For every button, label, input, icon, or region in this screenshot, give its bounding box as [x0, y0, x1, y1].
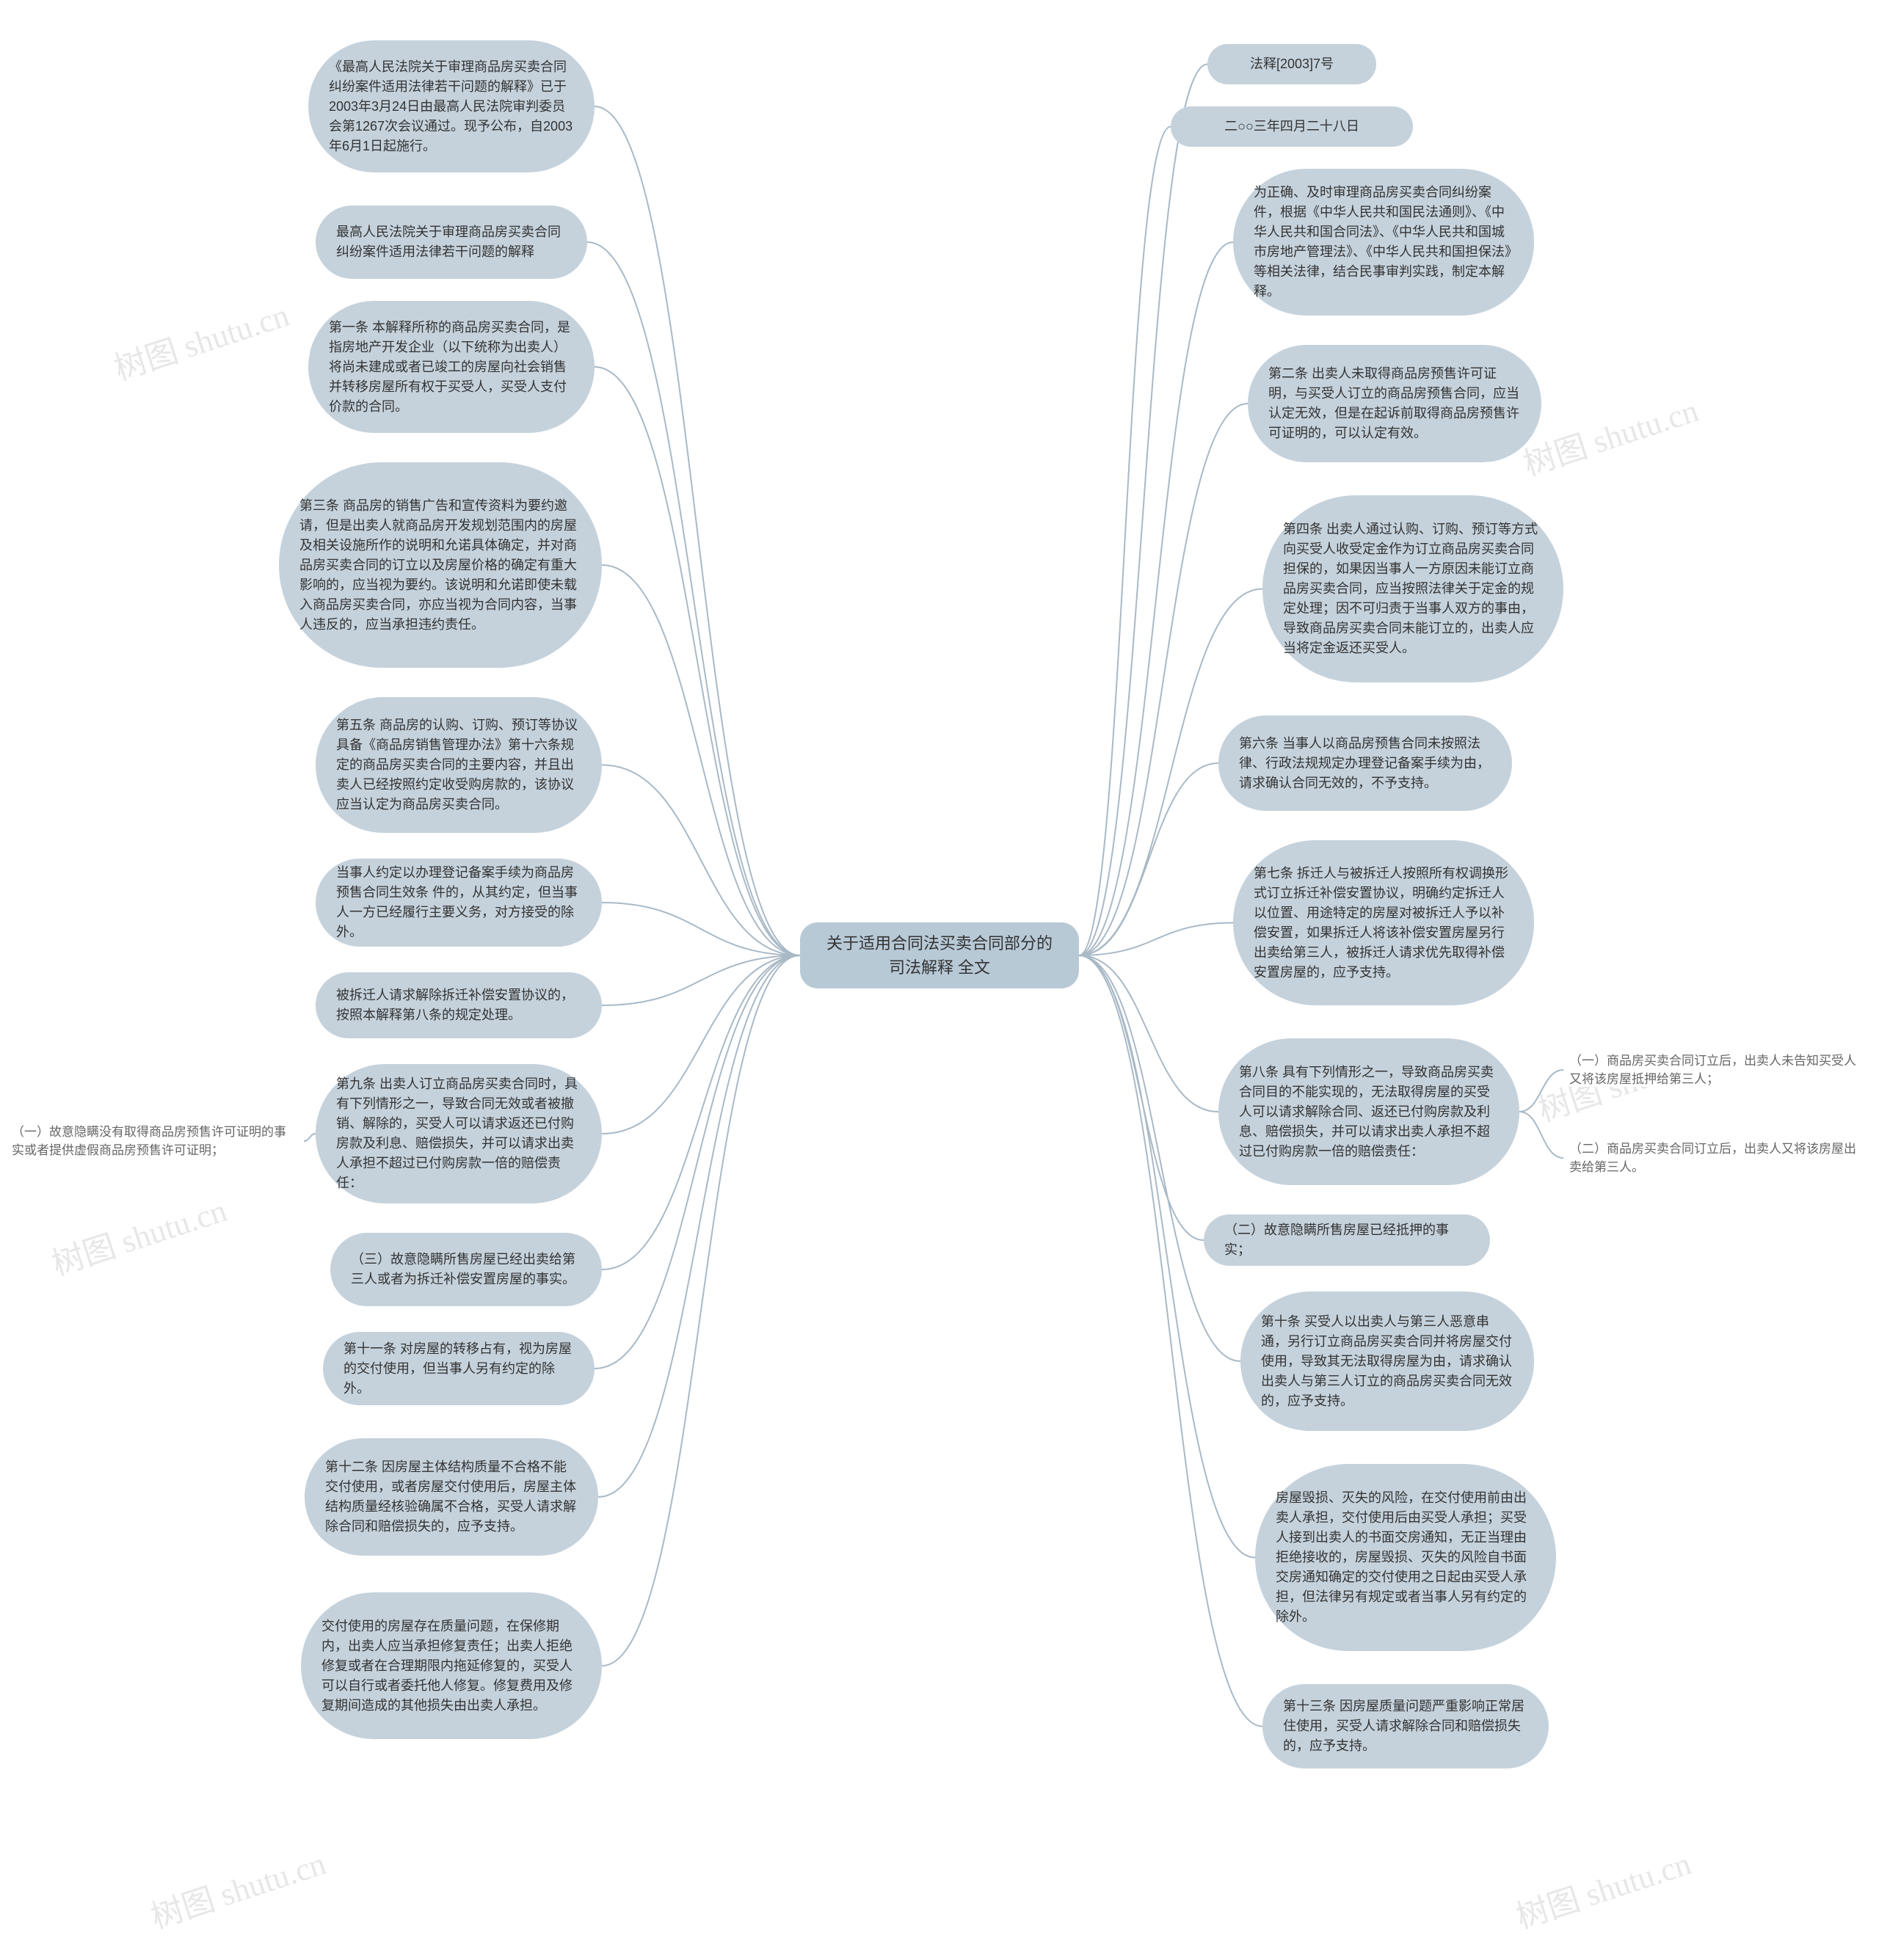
- branch-node: 当事人约定以办理登记备案手续为商品房预售合同生效条 件的，从其约定，但当事人一方…: [316, 859, 602, 947]
- branch-node: 第八条 具有下列情形之一，导致商品房买卖合同目的不能实现的，无法取得房屋的买受人…: [1218, 1038, 1519, 1185]
- center-node: 关于适用合同法买卖合同部分的司法解释 全文: [800, 922, 1079, 988]
- watermark: 树图 shutu.cn: [1516, 384, 1704, 484]
- branch-node: 法释[2003]7号: [1207, 44, 1376, 84]
- branch-node: 第九条 出卖人订立商品房买卖合同时，具有下列情形之一，导致合同无效或者被撤销、解…: [316, 1064, 602, 1203]
- leaf-node: （一）商品房买卖合同订立后，出卖人未告知买受人又将该房屋抵押给第三人；: [1563, 1053, 1864, 1087]
- branch-node: 第二条 出卖人未取得商品房预售许可证明，与买受人订立的商品房预售合同，应当认定无…: [1248, 345, 1541, 462]
- branch-node: 第六条 当事人以商品房预售合同未按照法律、行政法规规定办理登记备案手续为由，请求…: [1218, 715, 1512, 811]
- branch-node: 第十二条 因房屋主体结构质量不合格不能交付使用，或者房屋交付使用后，房屋主体结构…: [305, 1438, 598, 1556]
- branch-node: （三）故意隐瞒所售房屋已经出卖给第三人或者为拆迁补偿安置房屋的事实。: [330, 1233, 602, 1306]
- branch-node: 第五条 商品房的认购、订购、预订等协议具备《商品房销售管理办法》第十六条规定的商…: [316, 697, 602, 833]
- branch-node: 二○○三年四月二十八日: [1171, 106, 1413, 147]
- leaf-node: （二）商品房买卖合同订立后，出卖人又将该房屋出卖给第三人。: [1563, 1141, 1864, 1175]
- branch-node: 最高人民法院关于审理商品房买卖合同纠纷案件适用法律若干问题的解释: [316, 205, 587, 279]
- branch-node: 第三条 商品房的销售广告和宣传资料为要约邀请，但是出卖人就商品房开发规划范围内的…: [279, 462, 602, 668]
- branch-node: 第一条 本解释所称的商品房买卖合同，是指房地产开发企业（以下统称为出卖人）将尚未…: [308, 301, 595, 433]
- branch-node: 《最高人民法院关于审理商品房买卖合同纠纷案件适用法律若干问题的解释》已于2003…: [308, 40, 595, 172]
- branch-node: 第四条 出卖人通过认购、订购、预订等方式向买受人收受定金作为订立商品房买卖合同担…: [1262, 495, 1563, 682]
- watermark: 树图 shutu.cn: [1509, 1837, 1696, 1937]
- branch-node: 交付使用的房屋存在质量问题，在保修期内，出卖人应当承担修复责任；出卖人拒绝修复或…: [301, 1592, 602, 1739]
- branch-node: 第七条 拆迁人与被拆迁人按照所有权调换形式订立拆迁补偿安置协议，明确约定拆迁人以…: [1233, 840, 1534, 1005]
- branch-node: （二）故意隐瞒所售房屋已经抵押的事实；: [1204, 1214, 1490, 1266]
- branch-node: 被拆迁人请求解除拆迁补偿安置协议的，按照本解释第八条的规定处理。: [316, 972, 602, 1038]
- watermark: 树图 shutu.cn: [45, 1184, 232, 1284]
- branch-node: 为正确、及时审理商品房买卖合同纠纷案件，根据《中华人民共和国民法通则》、《中华人…: [1233, 169, 1534, 316]
- branch-node: 第十条 买受人以出卖人与第三人恶意串通，另行订立商品房买卖合同并将房屋交付使用，…: [1240, 1292, 1534, 1431]
- branch-node: 房屋毁损、灭失的风险，在交付使用前由出卖人承担，交付使用后由买受人承担；买受人接…: [1255, 1464, 1556, 1651]
- watermark: 树图 shutu.cn: [107, 288, 294, 389]
- watermark: 树图 shutu.cn: [144, 1837, 331, 1937]
- leaf-node: （一）故意隐瞒没有取得商品房预售许可证明的事实或者提供虚假商品房预售许可证明；: [6, 1123, 304, 1159]
- branch-node: 第十一条 对房屋的转移占有，视为房屋的交付使用，但当事人另有约定的除外。: [323, 1332, 595, 1405]
- branch-node: 第十三条 因房屋质量问题严重影响正常居住使用，买受人请求解除合同和赔偿损失的，应…: [1262, 1684, 1549, 1768]
